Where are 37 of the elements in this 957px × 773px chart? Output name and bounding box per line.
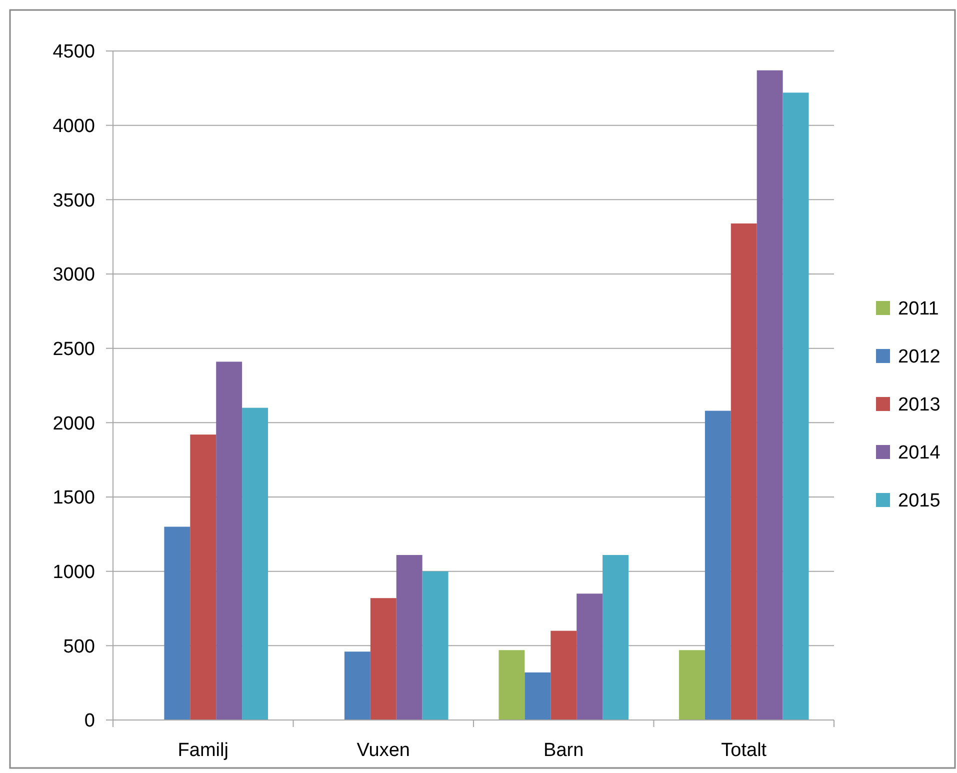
bar xyxy=(678,650,705,720)
y-tick-label: 4000 xyxy=(52,116,95,137)
bar xyxy=(370,598,396,720)
bar xyxy=(730,223,757,720)
bar xyxy=(344,652,370,720)
bar xyxy=(242,408,268,720)
y-tick-label: 2000 xyxy=(52,413,95,434)
bar xyxy=(164,526,190,720)
y-tick-label: 500 xyxy=(63,636,95,658)
y-tick-label: 1000 xyxy=(52,562,95,583)
bar xyxy=(756,70,783,720)
y-tick-label: 4500 xyxy=(52,42,95,63)
bar xyxy=(576,594,603,720)
bar xyxy=(396,554,422,720)
x-tick-label: Familj xyxy=(178,740,228,761)
bar xyxy=(498,650,525,720)
legend-label: 2015 xyxy=(898,490,940,512)
legend-label: 2014 xyxy=(898,442,941,464)
y-tick-label: 3000 xyxy=(52,264,95,286)
x-tick-label: Totalt xyxy=(721,740,768,761)
bar xyxy=(216,362,242,720)
legend-label: 2013 xyxy=(898,394,940,416)
bar xyxy=(704,410,731,720)
bar xyxy=(602,554,629,720)
bar xyxy=(422,571,448,720)
bar xyxy=(550,630,577,720)
y-tick-label: 1500 xyxy=(52,488,95,509)
x-tick-label: Vuxen xyxy=(356,740,410,761)
legend-label: 2011 xyxy=(898,298,939,320)
bar xyxy=(782,92,809,720)
y-tick-label: 0 xyxy=(84,710,95,732)
y-tick-label: 3500 xyxy=(52,190,95,212)
x-tick-label: Barn xyxy=(544,740,584,761)
y-tick-label: 2500 xyxy=(52,338,95,360)
legend-label: 2012 xyxy=(898,346,940,368)
bar xyxy=(524,672,551,720)
bar xyxy=(190,434,216,720)
